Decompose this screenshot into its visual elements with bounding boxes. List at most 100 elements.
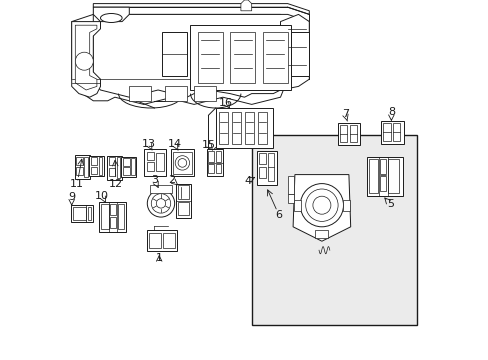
- Bar: [379, 176, 386, 191]
- Bar: [258, 112, 266, 144]
- Bar: [208, 164, 213, 173]
- Text: 4: 4: [244, 176, 251, 186]
- Bar: [117, 157, 120, 178]
- Bar: [206, 149, 223, 176]
- Bar: [123, 167, 129, 175]
- Bar: [366, 157, 402, 196]
- Text: 9: 9: [68, 192, 75, 202]
- Bar: [215, 164, 221, 173]
- Ellipse shape: [101, 13, 122, 22]
- Bar: [262, 32, 287, 83]
- Text: 14: 14: [167, 139, 182, 149]
- Bar: [293, 200, 301, 211]
- Bar: [170, 149, 194, 176]
- Polygon shape: [280, 14, 309, 79]
- Bar: [215, 108, 273, 148]
- Bar: [163, 233, 174, 248]
- Bar: [162, 32, 186, 76]
- Bar: [165, 86, 186, 101]
- Bar: [251, 135, 416, 325]
- Bar: [259, 153, 266, 164]
- Bar: [89, 156, 104, 176]
- Bar: [84, 157, 88, 177]
- Bar: [232, 112, 241, 144]
- Bar: [287, 194, 294, 203]
- Bar: [244, 112, 254, 144]
- Bar: [91, 157, 97, 165]
- Text: 15: 15: [201, 140, 215, 150]
- Bar: [287, 176, 294, 194]
- Bar: [87, 207, 91, 220]
- Polygon shape: [75, 25, 97, 90]
- Bar: [101, 204, 108, 229]
- Polygon shape: [72, 22, 101, 97]
- Bar: [146, 152, 154, 160]
- Bar: [108, 157, 115, 165]
- Bar: [99, 157, 102, 175]
- Circle shape: [151, 194, 170, 213]
- Bar: [257, 151, 276, 185]
- Polygon shape: [93, 14, 309, 97]
- Bar: [337, 123, 359, 145]
- Polygon shape: [292, 175, 350, 241]
- Text: 5: 5: [386, 199, 393, 210]
- Text: 1: 1: [155, 253, 163, 264]
- Polygon shape: [93, 4, 309, 14]
- Bar: [379, 159, 386, 174]
- Bar: [76, 157, 82, 165]
- Bar: [71, 205, 93, 222]
- Text: 16: 16: [218, 98, 232, 108]
- Bar: [383, 123, 390, 141]
- Circle shape: [156, 199, 165, 208]
- Bar: [349, 125, 356, 142]
- Bar: [99, 202, 126, 232]
- Circle shape: [300, 184, 343, 227]
- Bar: [387, 159, 399, 193]
- Circle shape: [312, 196, 330, 214]
- Bar: [146, 162, 154, 171]
- Bar: [118, 204, 123, 229]
- Text: 7: 7: [341, 109, 348, 120]
- Text: 13: 13: [142, 139, 155, 149]
- Bar: [148, 233, 161, 248]
- Circle shape: [175, 156, 189, 170]
- Text: 12: 12: [109, 179, 123, 189]
- Bar: [176, 184, 191, 218]
- Bar: [156, 153, 163, 171]
- Bar: [178, 202, 189, 215]
- Bar: [392, 123, 400, 141]
- Bar: [110, 217, 116, 228]
- Polygon shape: [72, 14, 287, 104]
- Bar: [215, 151, 221, 162]
- Bar: [73, 207, 85, 220]
- Bar: [107, 156, 122, 180]
- Bar: [108, 168, 115, 176]
- Bar: [150, 185, 171, 193]
- Bar: [131, 158, 134, 175]
- Bar: [190, 25, 291, 90]
- Circle shape: [305, 189, 337, 221]
- Bar: [197, 32, 223, 83]
- Bar: [121, 157, 136, 177]
- Text: 2: 2: [168, 175, 175, 185]
- Bar: [368, 159, 377, 193]
- Polygon shape: [93, 7, 129, 22]
- Bar: [219, 112, 228, 144]
- Bar: [381, 121, 403, 144]
- Bar: [178, 185, 189, 199]
- Bar: [75, 155, 89, 179]
- Circle shape: [178, 158, 186, 167]
- Bar: [208, 151, 213, 162]
- Bar: [194, 86, 215, 101]
- Text: 10: 10: [95, 191, 109, 201]
- Bar: [76, 167, 82, 175]
- Bar: [129, 86, 151, 101]
- Text: 6: 6: [275, 210, 282, 220]
- Bar: [315, 230, 328, 238]
- Text: 11: 11: [70, 179, 84, 189]
- Bar: [110, 204, 116, 215]
- Bar: [342, 200, 349, 211]
- Text: 3: 3: [151, 175, 158, 185]
- Bar: [267, 153, 274, 181]
- Bar: [173, 152, 191, 174]
